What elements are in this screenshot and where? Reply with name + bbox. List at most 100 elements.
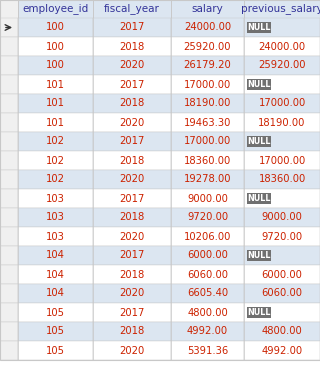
Bar xyxy=(171,113,244,132)
Text: NULL: NULL xyxy=(247,23,271,32)
Text: NULL: NULL xyxy=(247,80,271,89)
Bar xyxy=(0,56,18,75)
Text: 103: 103 xyxy=(46,193,65,204)
Text: 100: 100 xyxy=(46,23,65,32)
Bar xyxy=(0,94,18,113)
Bar xyxy=(0,132,18,151)
Bar xyxy=(247,307,271,318)
Bar xyxy=(171,94,244,113)
Bar xyxy=(93,284,171,303)
Bar xyxy=(171,322,244,341)
Bar xyxy=(244,56,320,75)
Bar xyxy=(0,189,18,208)
Bar xyxy=(244,170,320,189)
Text: 104: 104 xyxy=(46,270,65,279)
Bar xyxy=(18,303,93,322)
Bar xyxy=(18,322,93,341)
Bar xyxy=(244,113,320,132)
Bar xyxy=(0,246,18,265)
Bar xyxy=(247,193,271,204)
Bar xyxy=(93,246,171,265)
Text: 6060.00: 6060.00 xyxy=(261,288,302,299)
Text: NULL: NULL xyxy=(247,308,271,317)
Bar xyxy=(0,227,18,246)
Text: 2018: 2018 xyxy=(119,155,145,166)
Bar xyxy=(93,18,171,37)
Bar xyxy=(0,341,18,360)
Bar xyxy=(244,0,320,18)
Text: 2018: 2018 xyxy=(119,326,145,337)
Bar xyxy=(247,22,271,33)
Text: 102: 102 xyxy=(46,155,65,166)
Text: 18360.00: 18360.00 xyxy=(184,155,231,166)
Bar xyxy=(93,56,171,75)
Bar xyxy=(244,75,320,94)
Bar xyxy=(93,227,171,246)
Text: 2017: 2017 xyxy=(119,136,145,147)
Bar xyxy=(171,151,244,170)
Text: 2017: 2017 xyxy=(119,193,145,204)
Bar xyxy=(93,265,171,284)
Bar xyxy=(0,208,18,227)
Bar xyxy=(0,322,18,341)
Bar xyxy=(18,56,93,75)
Text: salary: salary xyxy=(192,4,223,14)
Bar xyxy=(171,0,244,18)
Text: 2017: 2017 xyxy=(119,308,145,317)
Text: 6000.00: 6000.00 xyxy=(261,270,302,279)
Bar xyxy=(18,208,93,227)
Bar xyxy=(18,246,93,265)
Text: 18190.00: 18190.00 xyxy=(258,118,306,127)
Bar xyxy=(244,189,320,208)
Bar xyxy=(0,284,18,303)
Bar xyxy=(93,94,171,113)
Bar xyxy=(0,265,18,284)
Text: employee_id: employee_id xyxy=(22,3,89,14)
Bar xyxy=(171,170,244,189)
Text: 24000.00: 24000.00 xyxy=(184,23,231,32)
Bar xyxy=(18,18,93,37)
Bar xyxy=(171,265,244,284)
Bar xyxy=(244,284,320,303)
Text: NULL: NULL xyxy=(247,194,271,203)
Bar xyxy=(18,94,93,113)
Bar xyxy=(244,37,320,56)
Text: 24000.00: 24000.00 xyxy=(259,41,306,52)
Bar xyxy=(244,341,320,360)
Text: previous_salary: previous_salary xyxy=(241,3,320,14)
Bar xyxy=(171,208,244,227)
Text: 2018: 2018 xyxy=(119,41,145,52)
Text: 18360.00: 18360.00 xyxy=(258,175,306,184)
Text: 2020: 2020 xyxy=(119,345,145,356)
Text: 2018: 2018 xyxy=(119,213,145,222)
Text: 2017: 2017 xyxy=(119,23,145,32)
Text: 26179.20: 26179.20 xyxy=(184,60,231,70)
Text: 105: 105 xyxy=(46,308,65,317)
Bar xyxy=(18,132,93,151)
Text: NULL: NULL xyxy=(247,251,271,260)
Text: 4992.00: 4992.00 xyxy=(261,345,303,356)
Bar xyxy=(0,151,18,170)
Bar xyxy=(18,113,93,132)
Text: 105: 105 xyxy=(46,326,65,337)
Text: 17000.00: 17000.00 xyxy=(184,136,231,147)
Text: 2017: 2017 xyxy=(119,250,145,261)
Text: 4800.00: 4800.00 xyxy=(187,308,228,317)
Text: 103: 103 xyxy=(46,213,65,222)
Bar xyxy=(0,113,18,132)
Bar xyxy=(18,151,93,170)
Text: 4800.00: 4800.00 xyxy=(262,326,302,337)
Bar xyxy=(171,303,244,322)
Bar xyxy=(171,227,244,246)
Bar xyxy=(0,303,18,322)
Bar xyxy=(171,341,244,360)
Bar xyxy=(18,75,93,94)
Text: 9000.00: 9000.00 xyxy=(187,193,228,204)
Bar xyxy=(244,151,320,170)
Bar xyxy=(0,170,18,189)
Bar xyxy=(93,341,171,360)
Bar xyxy=(93,113,171,132)
Text: 102: 102 xyxy=(46,136,65,147)
Text: 105: 105 xyxy=(46,345,65,356)
Text: 17000.00: 17000.00 xyxy=(258,98,306,109)
